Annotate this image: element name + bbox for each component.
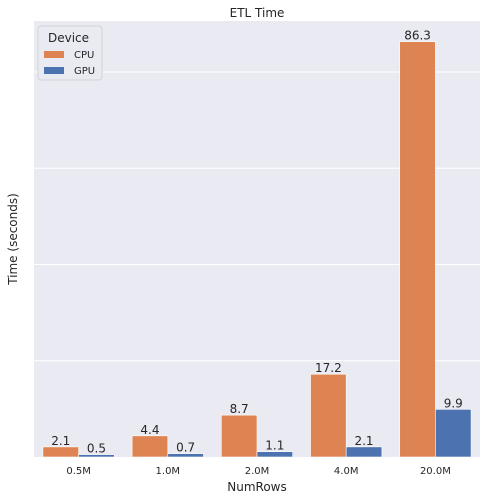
bar-cpu-0.5M bbox=[42, 446, 79, 458]
data-label-cpu-4.0M: 17.2 bbox=[315, 361, 342, 375]
bars bbox=[42, 41, 472, 458]
data-label-cpu-0.5M: 2.1 bbox=[51, 434, 70, 448]
chart-title: ETL Time bbox=[230, 6, 285, 20]
x-tick-label-20.0M: 20.0M bbox=[420, 466, 451, 477]
legend: Device CPU GPU bbox=[37, 25, 103, 81]
bar-gpu-4.0M bbox=[345, 446, 383, 458]
data-label-cpu-2.0M: 8.7 bbox=[230, 402, 249, 416]
bar-gpu-2.0M bbox=[256, 451, 293, 458]
data-labels: 2.1 0.5 4.4 0.7 8.7 1.1 17.2 2.1 86.3 9.9 bbox=[51, 29, 463, 456]
bar-cpu-4.0M bbox=[310, 373, 347, 458]
legend-swatch-gpu bbox=[44, 67, 64, 74]
x-tick-labels: 0.5M 1.0M 2.0M 4.0M 20.0M bbox=[66, 466, 451, 477]
bar-gpu-0.5M bbox=[78, 454, 115, 458]
x-tick-label-4.0M: 4.0M bbox=[334, 466, 359, 477]
bar-cpu-1.0M bbox=[131, 435, 169, 458]
legend-box bbox=[37, 25, 103, 81]
y-axis-label: Time (seconds) bbox=[6, 193, 20, 286]
x-tick-label-1.0M: 1.0M bbox=[156, 466, 181, 477]
x-axis-label: NumRows bbox=[227, 480, 286, 494]
legend-label-cpu: CPU bbox=[74, 50, 94, 61]
bar-cpu-20.0M bbox=[399, 41, 436, 458]
data-label-gpu-0.5M: 0.5 bbox=[87, 442, 106, 456]
data-label-gpu-20.0M: 9.9 bbox=[444, 396, 463, 410]
x-tick-label-2.0M: 2.0M bbox=[245, 466, 270, 477]
data-label-cpu-1.0M: 4.4 bbox=[140, 423, 159, 437]
data-label-gpu-2.0M: 1.1 bbox=[265, 439, 284, 453]
legend-swatch-cpu bbox=[44, 51, 64, 58]
x-tick-label-0.5M: 0.5M bbox=[66, 466, 91, 477]
data-label-gpu-4.0M: 2.1 bbox=[354, 434, 373, 448]
legend-title: Device bbox=[48, 31, 89, 45]
bar-cpu-2.0M bbox=[221, 414, 258, 458]
data-label-gpu-1.0M: 0.7 bbox=[176, 441, 195, 455]
bar-gpu-20.0M bbox=[435, 409, 472, 458]
legend-label-gpu: GPU bbox=[74, 66, 95, 77]
data-label-cpu-20.0M: 86.3 bbox=[404, 29, 431, 43]
bar-gpu-1.0M bbox=[167, 453, 204, 458]
